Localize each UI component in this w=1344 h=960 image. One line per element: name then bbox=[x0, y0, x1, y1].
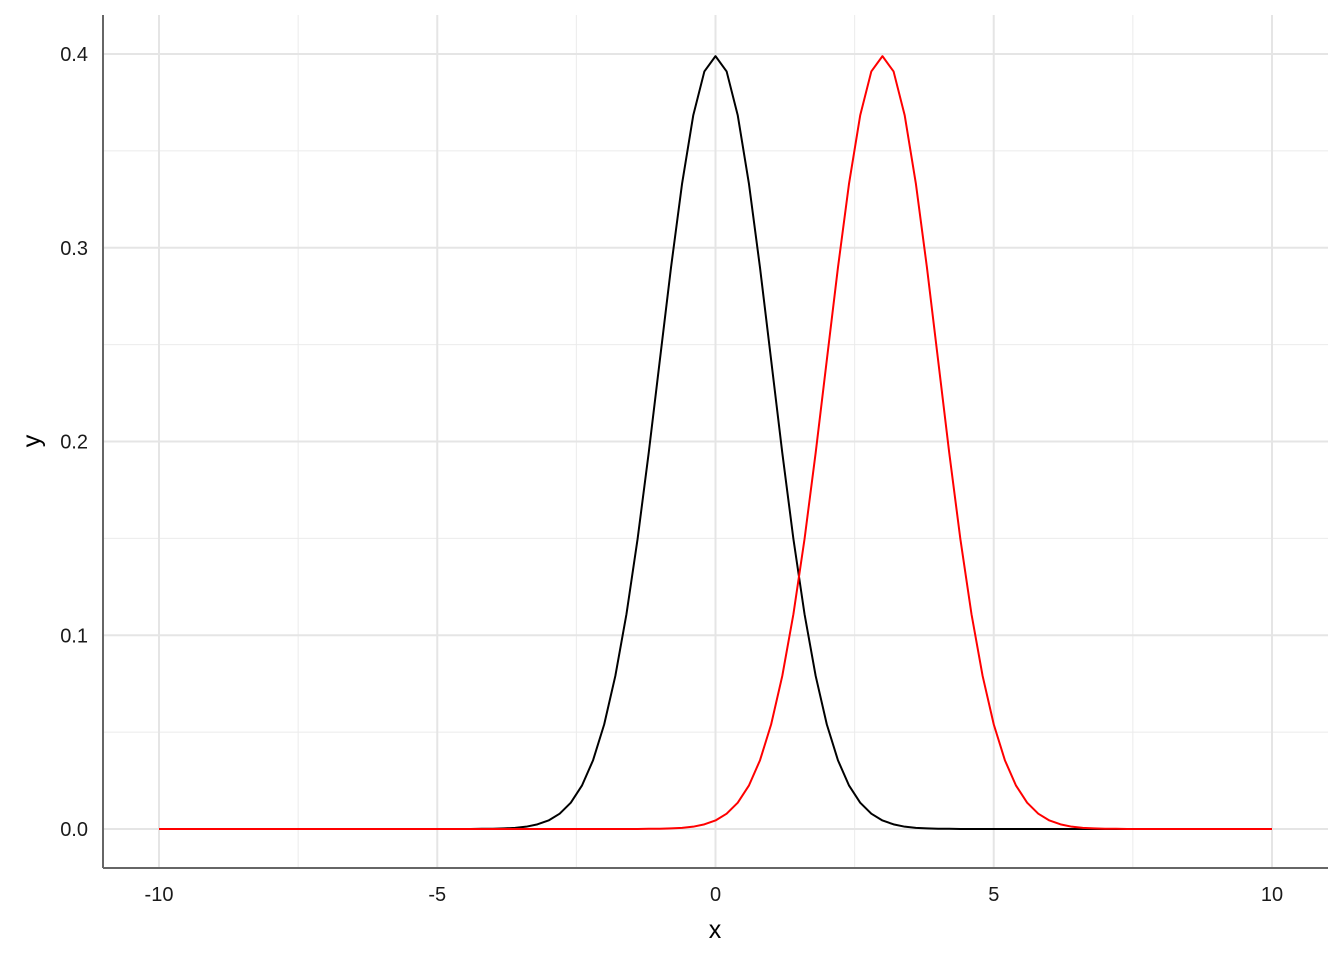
x-axis-title: x bbox=[709, 916, 722, 944]
x-tick-label: 0 bbox=[710, 884, 721, 906]
x-tick-label: -5 bbox=[428, 884, 446, 906]
y-tick-label: 0.0 bbox=[60, 819, 88, 841]
y-tick-label: 0.4 bbox=[60, 44, 88, 66]
y-tick-label: 0.3 bbox=[60, 238, 88, 260]
tick-labels: -10 -5 0 5 10 0.0 0.1 0.2 0.3 0.4 bbox=[60, 44, 1283, 906]
x-tick-label: 5 bbox=[988, 884, 999, 906]
y-axis-title: y bbox=[18, 434, 46, 447]
series-lines bbox=[159, 55, 1272, 830]
y-tick-label: 0.1 bbox=[60, 625, 88, 647]
x-tick-label: 10 bbox=[1261, 884, 1283, 906]
series-line-2 bbox=[159, 55, 1272, 830]
y-tick-label: 0.2 bbox=[60, 432, 88, 454]
grid bbox=[103, 15, 1328, 868]
axes bbox=[102, 15, 1328, 869]
x-tick-label: -10 bbox=[145, 884, 174, 906]
